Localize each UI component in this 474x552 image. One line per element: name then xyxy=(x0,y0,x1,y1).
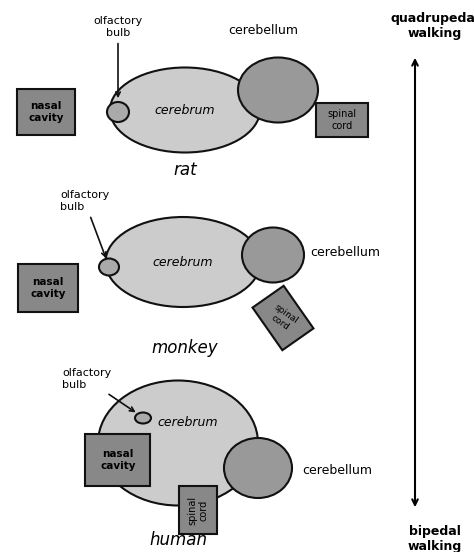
Ellipse shape xyxy=(106,217,261,307)
Ellipse shape xyxy=(107,102,129,122)
Ellipse shape xyxy=(110,67,260,152)
Text: bipedal
walking: bipedal walking xyxy=(408,525,462,552)
Polygon shape xyxy=(253,286,313,350)
Ellipse shape xyxy=(238,57,318,123)
Text: monkey: monkey xyxy=(152,339,219,357)
Text: spinal
cord: spinal cord xyxy=(328,109,356,131)
Bar xyxy=(316,103,368,137)
Text: cerebellum: cerebellum xyxy=(228,24,298,36)
Bar xyxy=(85,434,151,486)
Text: olfactory
bulb: olfactory bulb xyxy=(60,190,109,257)
Ellipse shape xyxy=(224,438,292,498)
Text: nasal
cavity: nasal cavity xyxy=(28,101,64,123)
Text: cerebellum: cerebellum xyxy=(310,247,380,259)
Text: rat: rat xyxy=(173,161,197,179)
Bar xyxy=(179,486,217,534)
Text: nasal
cavity: nasal cavity xyxy=(100,449,136,471)
Ellipse shape xyxy=(135,412,151,423)
Text: cerebrum: cerebrum xyxy=(158,417,218,429)
Text: spinal
cord: spinal cord xyxy=(266,302,300,333)
Text: nasal
cavity: nasal cavity xyxy=(30,277,66,299)
Text: human: human xyxy=(149,531,207,549)
Text: olfactory
bulb: olfactory bulb xyxy=(93,17,143,97)
Text: cerebrum: cerebrum xyxy=(155,104,215,116)
Text: spinal
cord: spinal cord xyxy=(187,496,209,524)
Ellipse shape xyxy=(99,258,119,275)
Text: cerebellum: cerebellum xyxy=(302,464,372,476)
Ellipse shape xyxy=(242,227,304,283)
Bar xyxy=(17,89,75,135)
Ellipse shape xyxy=(98,380,258,506)
Text: olfactory
bulb: olfactory bulb xyxy=(62,368,134,411)
Bar xyxy=(18,264,78,312)
Text: quadrupedal
walking: quadrupedal walking xyxy=(391,12,474,40)
Text: cerebrum: cerebrum xyxy=(153,256,213,268)
